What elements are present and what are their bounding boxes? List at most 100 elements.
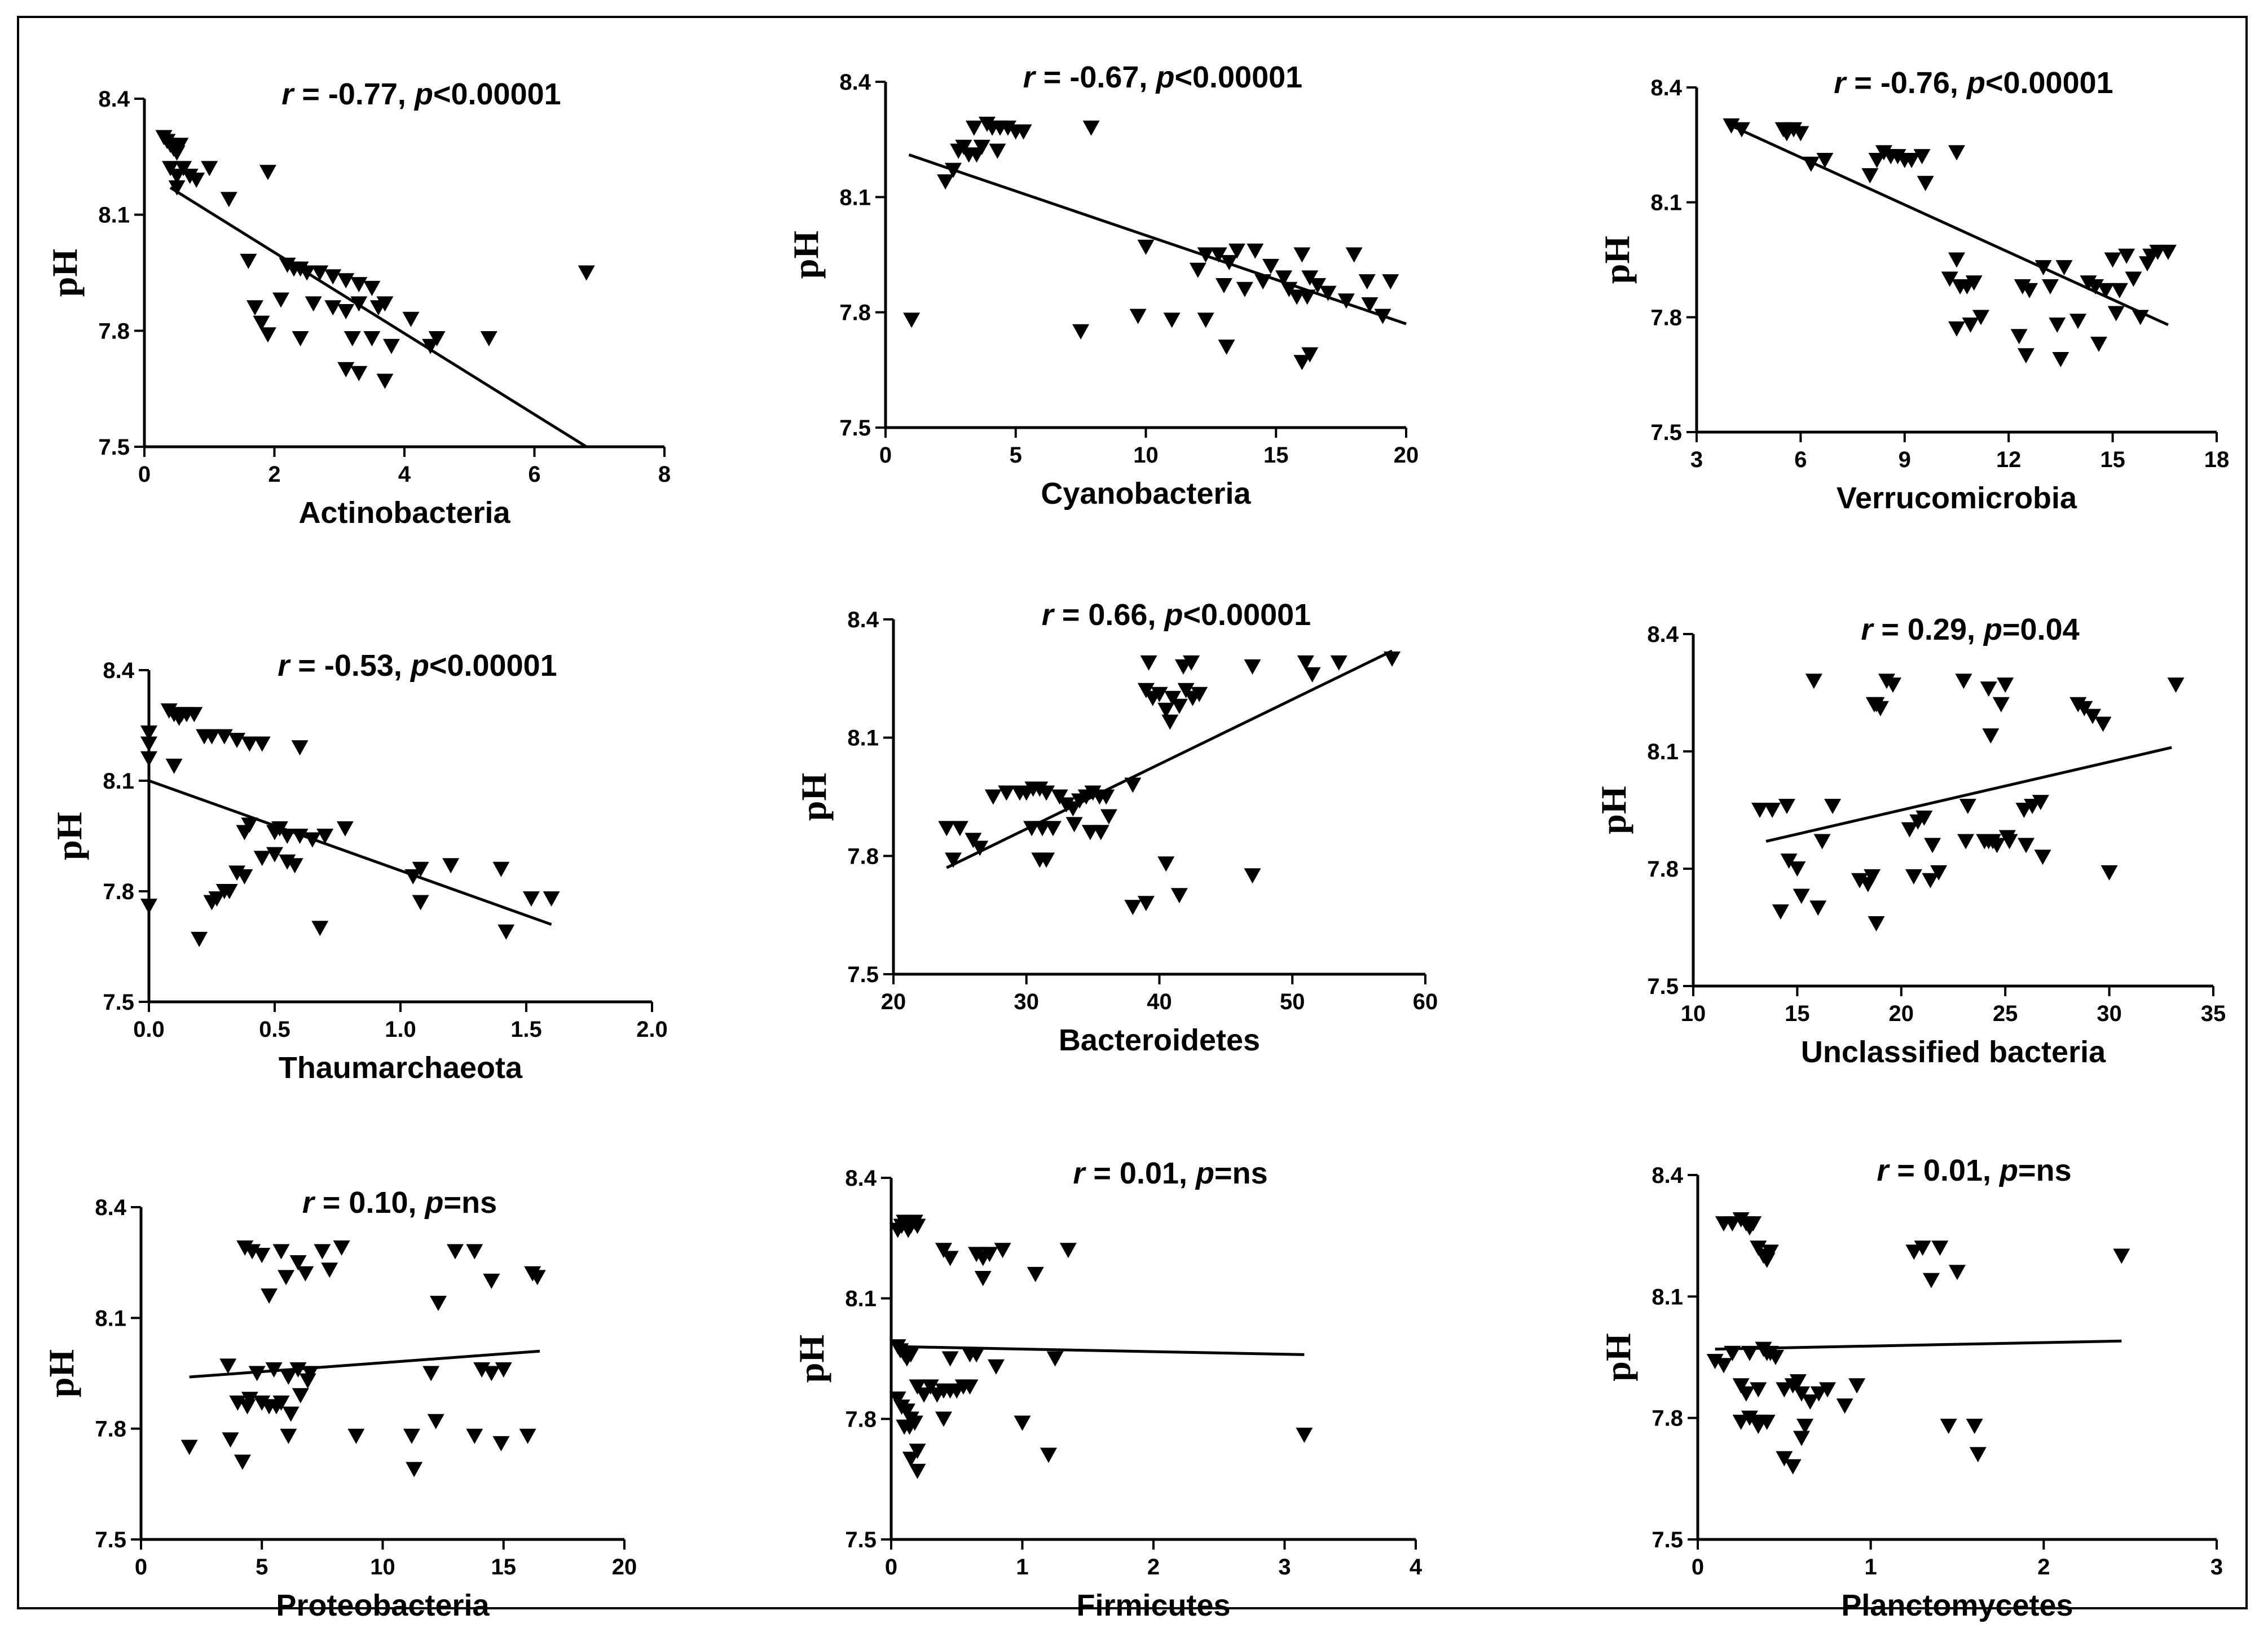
chart-6-data-point	[1780, 853, 1798, 869]
chart-3-data-point	[2014, 279, 2031, 295]
chart-5-data-point	[1065, 817, 1083, 833]
chart-1-x-tick-label: 6	[528, 462, 540, 487]
chart-4-data-point	[412, 895, 429, 910]
chart-7-data-point	[430, 1296, 447, 1312]
chart-2-data-point	[965, 120, 983, 136]
chart-2-data-point	[1015, 124, 1032, 140]
chart-2-data-point	[1293, 355, 1311, 371]
chart-9-data-point	[1949, 1265, 1966, 1281]
chart-1-y-axis-label: pH	[45, 249, 85, 297]
chart-4-x-tick-label: 1.5	[510, 1017, 542, 1042]
chart-1-data-point	[279, 257, 296, 273]
chart-2-data-point	[1345, 247, 1363, 263]
chart-4-data-point	[442, 858, 460, 874]
chart-4-data-point	[140, 899, 157, 914]
chart-2-y-tick-label: 8.4	[839, 70, 871, 95]
chart-8-title: r = 0.01, p=ns	[1073, 1156, 1267, 1190]
chart-1-x-tick-label: 0	[138, 462, 151, 487]
chart-1-x-tick-label: 8	[658, 462, 671, 487]
chart-4-y-tick-label: 8.1	[103, 769, 134, 794]
chart-5-title: r = 0.66, p<0.00001	[1042, 598, 1311, 632]
chart-7-data-point	[333, 1240, 350, 1256]
chart-7-data-point	[272, 1244, 290, 1260]
chart-7-title: r = 0.10, p=ns	[302, 1186, 497, 1220]
chart-4-data-point	[253, 736, 271, 752]
chart-8-data-point	[935, 1243, 952, 1259]
chart-5-data-point	[1124, 777, 1142, 793]
chart-6-data-point	[1859, 877, 1877, 892]
chart-1-data-point	[292, 331, 309, 347]
chart-5-data-point	[1051, 789, 1068, 805]
chart-7-data-point	[239, 1399, 256, 1415]
chart-3-title: r = -0.76, p<0.00001	[1834, 66, 2113, 100]
chart-3-data-point	[1962, 317, 1979, 333]
chart-7-x-tick-label: 10	[370, 1555, 395, 1579]
chart-6-data-point	[1997, 677, 2014, 693]
chart-5-y-tick-label: 7.5	[847, 962, 879, 987]
chart-7-data-point	[483, 1273, 500, 1289]
chart-8-data-point	[902, 1347, 919, 1363]
chart-7-data-point	[447, 1244, 464, 1260]
chart-2-data-point	[1301, 347, 1319, 363]
chart-6-data-point	[2032, 795, 2049, 811]
chart-2-data-point	[1275, 270, 1293, 286]
chart-9-y-axis-label: pH	[1598, 1333, 1638, 1381]
chart-4-data-point	[165, 758, 183, 774]
chart-5-data-point	[938, 821, 955, 837]
chart-2-data-point	[1309, 278, 1327, 293]
chart-3-data-point	[1875, 145, 1892, 161]
chart-3-data-point	[1868, 152, 1886, 168]
chart-2-data-point	[1293, 247, 1311, 263]
chart-6-data-point	[1957, 834, 1975, 850]
chart-5-data-point	[965, 833, 982, 848]
chart-9-planctomycetes: 0 1 2 3 7.5 7.8 8.1 8.4 Planctomycetes pH r = 0.01…	[1598, 1154, 2223, 1622]
chart-7-data-point	[347, 1428, 365, 1444]
chart-9-data-point	[1923, 1273, 1940, 1288]
chart-2-data-point	[1382, 274, 1399, 290]
chart-9-y-tick-label: 8.1	[1652, 1284, 1683, 1309]
chart-6-unclassified-bacteria: 10 15 20 25 30 35 7.5 7.8 8.1 8.4 Unclassified bac…	[1593, 613, 2226, 1069]
chart-7-data-point	[297, 1266, 314, 1282]
chart-4-data-point	[203, 729, 221, 745]
chart-5-data-point	[951, 821, 968, 837]
chart-9-y-tick-label: 7.8	[1652, 1406, 1683, 1431]
chart-9-data-point	[1802, 1394, 1819, 1410]
chart-3-data-point	[2111, 283, 2128, 298]
chart-2-data-point	[1301, 270, 1319, 286]
chart-4-data-point	[203, 895, 221, 910]
chart-6-data-point	[1868, 916, 1885, 932]
chart-6-data-point	[2084, 709, 2102, 724]
chart-5-x-tick-label: 40	[1147, 989, 1172, 1014]
chart-8-x-axis-label: Firmicutes	[1076, 1589, 1230, 1622]
chart-7-data-point	[529, 1270, 546, 1286]
chart-3-y-tick-label: 8.4	[1650, 76, 1682, 100]
chart-9-data-point	[1914, 1240, 1931, 1256]
chart-1-data-point	[324, 300, 342, 316]
chart-8-data-point	[909, 1379, 926, 1395]
chart-2-x-tick-label: 20	[1394, 443, 1419, 468]
chart-7-data-point	[180, 1440, 198, 1455]
chart-5-data-point	[1157, 856, 1175, 872]
chart-1-data-point	[324, 269, 342, 285]
chart-2-x-tick-label: 10	[1133, 443, 1159, 468]
chart-1-data-point	[363, 331, 381, 347]
chart-6-data-point	[1930, 865, 1948, 881]
chart-2-data-point	[1358, 274, 1376, 290]
chart-9-data-point	[1776, 1382, 1793, 1398]
chart-5-data-point	[1164, 690, 1182, 706]
chart-1-data-point	[298, 265, 316, 281]
chart-8-data-point	[974, 1271, 992, 1287]
chart-1-data-point	[311, 265, 329, 281]
chart-1-data-point	[168, 180, 186, 196]
chart-5-data-point	[1170, 888, 1188, 904]
chart-3-x-tick-label: 9	[1899, 447, 1911, 472]
chart-8-data-point	[901, 1419, 918, 1435]
chart-9-x-tick-label: 0	[1692, 1555, 1704, 1579]
chart-7-data-point	[265, 1362, 283, 1378]
chart-3-verrucomicrobia: 3 6 9 12 15 18 7.5 7.8 8.1 8.4 Verrucomicrobia pH r …	[1597, 66, 2229, 515]
chart-2-data-point	[944, 162, 962, 178]
chart-1-data-point	[337, 362, 355, 377]
chart-9-data-point	[1776, 1451, 1793, 1467]
chart-5-x-tick-label: 20	[881, 989, 906, 1014]
chart-9-y-tick-label: 7.5	[1652, 1528, 1683, 1552]
